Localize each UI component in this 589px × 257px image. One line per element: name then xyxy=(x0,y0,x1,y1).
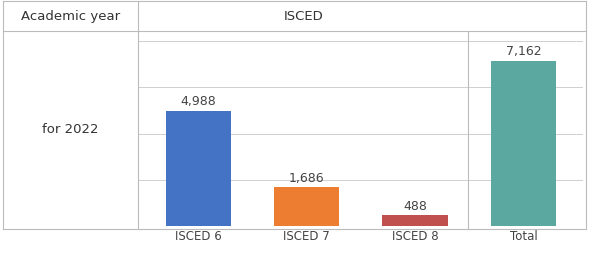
Text: ISCED: ISCED xyxy=(283,10,323,23)
Text: 488: 488 xyxy=(403,199,427,213)
Bar xyxy=(274,187,339,226)
Bar xyxy=(491,60,556,226)
Text: Academic year: Academic year xyxy=(21,10,120,23)
Bar xyxy=(166,111,231,226)
Text: 7,162: 7,162 xyxy=(505,45,541,58)
Text: 4,988: 4,988 xyxy=(180,95,216,108)
Text: for 2022: for 2022 xyxy=(42,123,99,136)
Bar xyxy=(382,215,448,226)
Text: 1,686: 1,686 xyxy=(289,172,325,185)
